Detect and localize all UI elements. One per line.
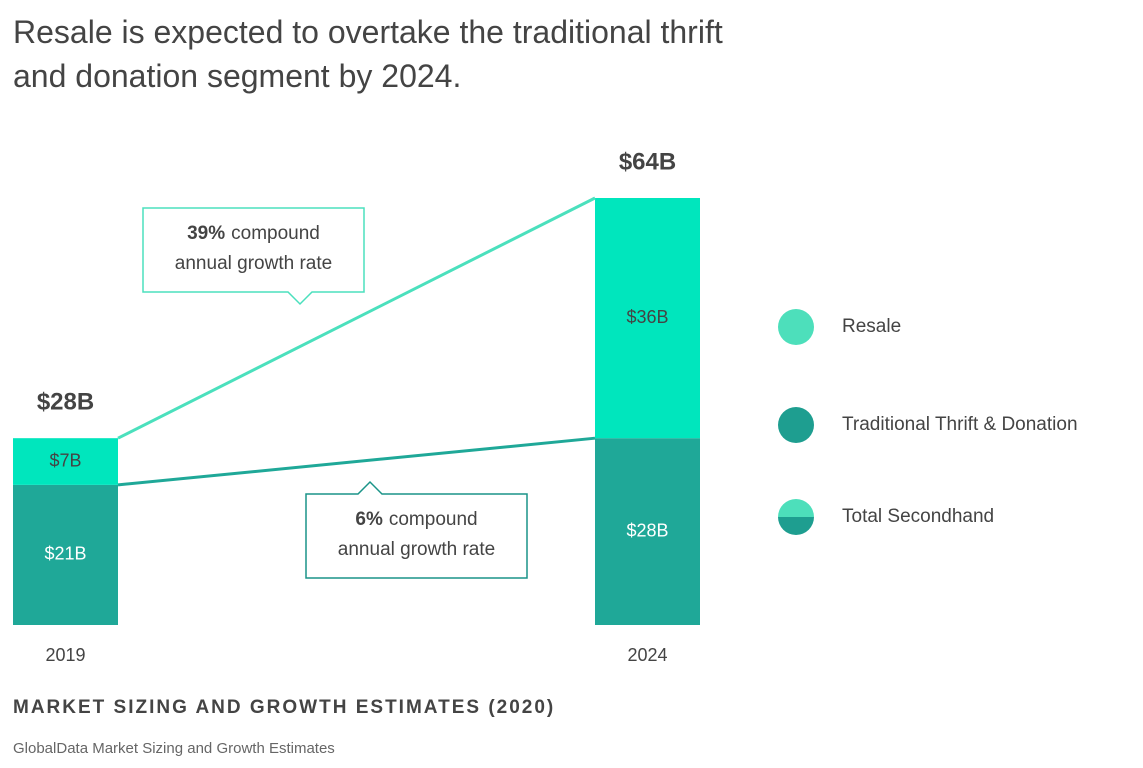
segment-label: $36B [626,307,668,327]
callout-box [305,480,528,579]
callout-rate: 6% [355,509,383,530]
callout-line: 39% compound [187,223,320,244]
callout-line: annual growth rate [338,539,495,560]
callout: 6% compound annual growth rate [305,480,528,579]
bar-segment [595,438,700,625]
chart: $21B $7B $28B 2019 $28B $36B $64B 2024 39% compou… [13,148,1078,665]
bar-segment [13,484,118,625]
legend-marker [778,407,814,443]
callout: 39% compound annual growth rate [142,207,365,306]
segment-label: $7B [49,450,81,470]
bar-segment [595,198,700,439]
total-label: $64B [619,148,676,175]
legend-label: Total Secondhand [842,506,994,527]
legend-label: Traditional Thrift & Donation [842,414,1078,435]
x-tick-label: 2019 [45,645,85,665]
thrift-growth-line [117,436,596,487]
callout-text: compound [389,509,478,530]
callout-box [142,207,365,306]
bar-segment [13,438,118,485]
legend-label: Resale [842,316,901,337]
callout-line: 6% compound [355,509,477,530]
x-tick-label: 2024 [627,645,667,665]
segment-label: $21B [44,544,86,564]
callout-text: compound [231,223,320,244]
total-growth-line [117,196,596,440]
footer-title: MARKET SIZING AND GROWTH ESTIMATES (2020… [13,697,556,718]
legend-marker [778,309,814,345]
segment-label: $28B [626,520,668,540]
total-label: $28B [37,389,94,416]
legend-marker [778,517,814,535]
callout-line: annual growth rate [175,253,332,274]
legend-marker [778,499,814,517]
callout-rate: 39% [187,223,225,244]
source: GlobalData Market Sizing and Growth Esti… [13,740,335,757]
chart-title: Resale is expected to overtake the tradi… [13,14,723,94]
